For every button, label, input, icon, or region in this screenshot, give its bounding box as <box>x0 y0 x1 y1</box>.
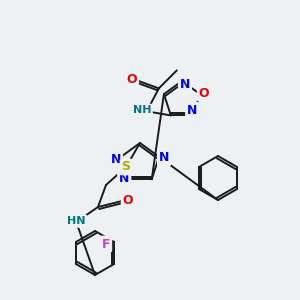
Text: O: O <box>199 87 209 100</box>
Text: F: F <box>102 238 110 250</box>
Text: N: N <box>111 153 121 166</box>
Text: O: O <box>127 73 137 86</box>
Text: NH: NH <box>133 105 151 116</box>
Text: HN: HN <box>67 216 85 226</box>
Text: N: N <box>180 79 190 92</box>
Text: N: N <box>187 104 197 117</box>
Text: O: O <box>123 194 133 208</box>
Text: N: N <box>119 172 129 185</box>
Text: S: S <box>122 160 130 173</box>
Text: N: N <box>159 151 169 164</box>
